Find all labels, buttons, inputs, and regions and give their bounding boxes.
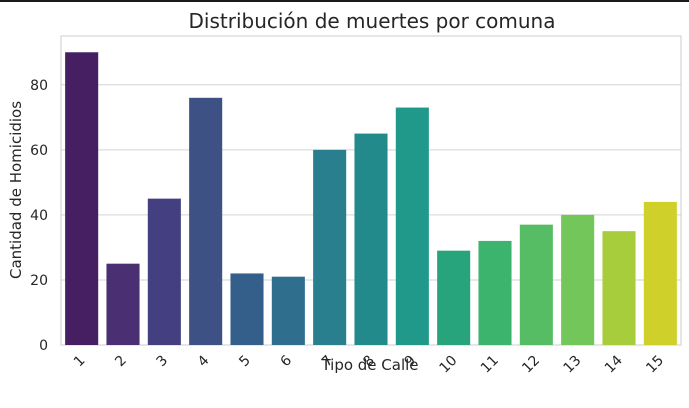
bar-15 bbox=[643, 201, 677, 345]
bar-8 bbox=[354, 133, 388, 345]
window-top-border bbox=[0, 0, 689, 2]
x-tick-label: 3 bbox=[154, 353, 172, 371]
bar-2 bbox=[106, 263, 140, 345]
x-tick-label: 12 bbox=[519, 353, 543, 377]
y-axis-label: Cantidad de Homicidios bbox=[7, 101, 25, 279]
x-tick-label: 10 bbox=[437, 353, 461, 377]
x-tick-label: 11 bbox=[478, 353, 502, 377]
x-axis-label: Tipo de Calle bbox=[320, 356, 418, 374]
bar-1 bbox=[65, 52, 99, 346]
x-tick-label: 5 bbox=[236, 353, 254, 371]
x-tick-label: 1 bbox=[71, 353, 89, 371]
x-tick-label: 6 bbox=[278, 352, 296, 370]
bar-13 bbox=[561, 214, 595, 345]
bar-9 bbox=[395, 107, 429, 345]
bars bbox=[65, 52, 677, 346]
bar-4 bbox=[189, 97, 223, 345]
y-tick-label: 40 bbox=[30, 208, 48, 224]
bar-12 bbox=[519, 224, 553, 345]
y-tick-label: 60 bbox=[30, 143, 48, 159]
y-tick-labels: 0 20 40 60 80 bbox=[30, 78, 48, 354]
y-tick-label: 20 bbox=[30, 273, 48, 289]
y-tick-label: 80 bbox=[30, 78, 48, 94]
y-tick-label: 0 bbox=[39, 338, 48, 354]
chart-title: Distribución de muertes por comuna bbox=[189, 9, 556, 33]
bar-11 bbox=[478, 240, 512, 345]
bar-10 bbox=[437, 250, 471, 345]
bar-3 bbox=[147, 198, 181, 345]
x-tick-label: 2 bbox=[112, 353, 130, 371]
bar-5 bbox=[230, 273, 264, 345]
bar-14 bbox=[602, 231, 636, 345]
x-tick-label: 15 bbox=[643, 353, 667, 377]
x-tick-label: 14 bbox=[602, 352, 626, 376]
x-tick-label: 4 bbox=[195, 352, 213, 370]
bar-6 bbox=[271, 276, 305, 345]
bar-7 bbox=[313, 149, 347, 345]
x-tick-label: 13 bbox=[561, 353, 585, 377]
